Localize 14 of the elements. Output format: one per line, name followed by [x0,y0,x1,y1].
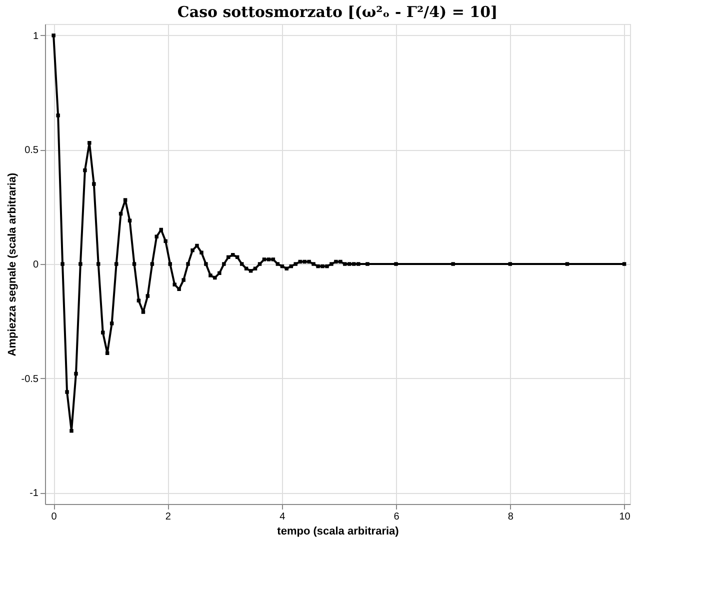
x-axis-title: tempo (scala arbitraria) [277,526,400,538]
chart-title: Caso sottosmorzato [(ω²ₒ - Γ²/4) = 10] [177,3,498,21]
y-tick-label: 0.5 [24,145,39,156]
y-tick-label: -1 [30,488,39,500]
y-axis-title: Ampiezza segnale (scala arbitraria) [6,172,18,356]
y-tick-label: 0 [32,260,39,270]
x-tick-label: 2 [165,512,172,522]
x-tick-label: 0 [51,512,58,522]
x-tick-label: 10 [619,512,631,522]
x-tick-label: 4 [280,512,286,522]
y-tick-label: -0.5 [21,374,39,385]
y-tick-label: 1 [32,30,39,42]
x-tick-label: 6 [394,512,400,522]
x-tick-label: 8 [508,512,514,522]
